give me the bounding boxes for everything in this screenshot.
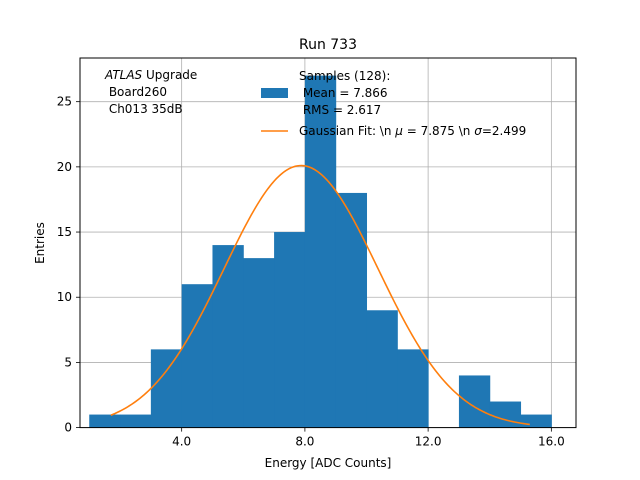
legend-fit-sigma-value: =2.499 xyxy=(482,124,526,138)
x-tick-label: 16.0 xyxy=(538,435,565,449)
y-tick-label: 20 xyxy=(57,160,72,174)
histogram-bar xyxy=(120,414,152,428)
histogram-bar xyxy=(150,349,183,428)
y-tick-label: 15 xyxy=(57,225,72,239)
legend-rms-label: RMS = 2.617 xyxy=(299,103,381,117)
x-axis-ticks: 4.0 8.0 12.0 16.0 xyxy=(172,427,565,449)
plot-frame xyxy=(79,57,577,429)
histogram-bar xyxy=(335,192,368,428)
x-tick-label: 12.0 xyxy=(415,435,442,449)
histogram-bar xyxy=(304,75,337,428)
histogram-bar xyxy=(489,401,522,428)
y-tick-label: 5 xyxy=(64,355,72,369)
x-tick-label: 8.0 xyxy=(295,435,314,449)
histogram-bar xyxy=(243,258,275,428)
histogram-bar xyxy=(397,349,429,428)
legend-fit-mu-value: = 7.875 \n xyxy=(403,124,474,138)
legend-fit-label: Gaussian Fit: \n μ = 7.875 \n σ=2.499 xyxy=(299,124,526,138)
histogram-bar xyxy=(89,414,121,428)
x-axis-label: Energy [ADC Counts] xyxy=(265,456,392,470)
legend-samples-label: Samples (128): xyxy=(299,69,390,83)
atlas-word: ATLAS xyxy=(104,68,143,82)
atlas-annotation: ATLAS Upgrade Board260 Ch013 35dB xyxy=(104,68,197,116)
gaussian-fit-curve xyxy=(110,164,530,426)
legend-histogram-swatch xyxy=(261,88,288,98)
y-tick-label: 0 xyxy=(64,421,72,435)
legend-fit-prefix: Gaussian Fit: \n xyxy=(299,124,395,138)
gaussian-fit-layer xyxy=(110,164,530,426)
y-tick-label: 25 xyxy=(57,95,72,109)
atlas-annotation-line1: ATLAS Upgrade xyxy=(104,68,197,82)
y-axis-ticks: 0 5 10 15 20 25 xyxy=(57,95,80,435)
histogram-bars xyxy=(89,75,552,428)
histogram-bar xyxy=(520,414,552,428)
histogram-bar xyxy=(181,284,213,428)
histogram-bar xyxy=(366,310,398,428)
atlas-annotation-channel: Ch013 35dB xyxy=(105,102,183,116)
legend-fit-sigma-symbol: σ xyxy=(474,124,482,138)
histogram-bar xyxy=(274,232,306,428)
atlas-upgrade-text: Upgrade xyxy=(142,68,197,82)
legend-mean-label: Mean = 7.866 xyxy=(299,86,388,100)
histogram-bar xyxy=(212,245,244,428)
histogram-bar xyxy=(458,375,491,428)
chart-title: Run 733 xyxy=(299,37,357,53)
x-tick-label: 4.0 xyxy=(172,435,191,449)
atlas-annotation-board: Board260 xyxy=(105,85,167,99)
legend: Samples (128): Mean = 7.866 RMS = 2.617 … xyxy=(261,69,526,138)
y-tick-label: 10 xyxy=(57,290,72,304)
legend-fit-mu-symbol: μ xyxy=(394,124,403,138)
y-axis-label: Entries xyxy=(33,222,47,264)
